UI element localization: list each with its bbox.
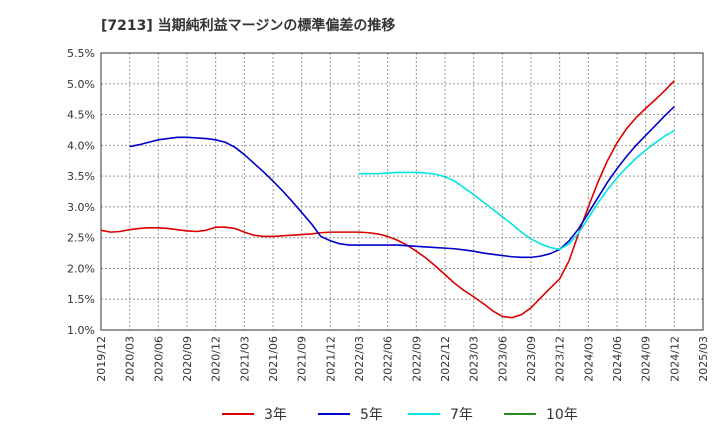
legend-item: 5年 [318,407,383,423]
x-tick-label: 2023/09 [525,336,538,382]
legend-item: 3年 [222,407,287,423]
legend-item: 10年 [504,407,578,423]
y-tick-label: 5.0% [67,78,95,91]
x-tick-label: 2020/03 [124,336,137,382]
x-tick-label: 2024/03 [582,336,595,382]
x-tick-label: 2020/09 [181,336,194,382]
x-axis: 2019/12 2020/03 2020/06 2020/09 2020/12 2021/… [95,336,710,382]
x-tick-label: 2025/03 [697,336,710,382]
y-tick-label: 1.5% [67,293,95,306]
legend-label: 3年 [264,407,287,423]
legend: 3年 5年 7年 10年 [222,407,578,423]
x-tick-label: 2020/12 [210,336,223,382]
x-tick-label: 2024/09 [640,336,653,382]
x-tick-label: 2021/12 [324,336,337,382]
legend-label: 10年 [546,407,578,423]
chart-title: [7213] 当期純利益マージンの標準偏差の推移 [101,17,395,34]
legend-item: 7年 [408,407,473,423]
x-tick-label: 2023/03 [468,336,481,382]
legend-label: 7年 [450,407,473,423]
y-tick-label: 2.5% [67,232,95,245]
x-tick-label: 2021/06 [267,336,280,382]
y-tick-label: 2.0% [67,262,95,275]
y-axis: 1.0% 1.5% 2.0% 2.5% 3.0% 3.5% 4.0% 4.5% 5.0% 5.5% [67,47,95,337]
plot-area [101,53,703,330]
x-tick-label: 2020/06 [152,336,165,382]
series-line-2 [359,129,675,251]
x-tick-label: 2024/12 [668,336,681,382]
series-lines [100,80,675,319]
x-tick-label: 2022/03 [353,336,366,382]
y-tick-label: 3.0% [67,201,95,214]
x-tick-label: 2021/03 [238,336,251,382]
legend-label: 5年 [360,407,383,423]
plot-frame [100,52,704,331]
y-tick-label: 5.5% [67,47,95,60]
x-tick-label: 2019/12 [95,336,108,382]
y-tick-label: 4.0% [67,139,95,152]
x-tick-label: 2022/12 [439,336,452,382]
x-tick-label: 2023/12 [554,336,567,382]
series-line-1 [129,105,675,259]
x-tick-label: 2023/06 [496,336,509,382]
y-tick-label: 1.0% [67,324,95,337]
x-tick-label: 2021/09 [296,336,309,382]
x-tick-label: 2024/06 [611,336,624,382]
x-tick-label: 2022/06 [382,336,395,382]
y-tick-label: 4.5% [67,109,95,122]
x-tick-label: 2022/09 [410,336,423,382]
y-tick-label: 3.5% [67,170,95,183]
